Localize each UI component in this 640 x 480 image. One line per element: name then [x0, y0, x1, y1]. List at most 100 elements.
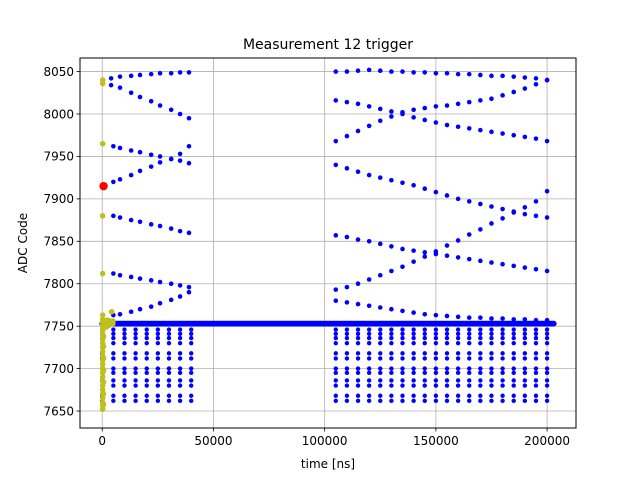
y-tick-label: 7700	[43, 362, 74, 376]
level-point	[522, 335, 528, 341]
scatter-point	[455, 314, 461, 320]
level-point	[111, 383, 116, 388]
scatter-point	[355, 169, 361, 175]
level-point	[122, 398, 127, 404]
level-point	[489, 356, 494, 361]
scatter-point	[117, 215, 123, 220]
level-point	[478, 327, 483, 332]
level-point	[177, 327, 183, 332]
level-point	[333, 351, 338, 356]
x-tick-label: 50000	[194, 434, 232, 448]
scatter-point	[355, 68, 361, 74]
y-tick-label: 8000	[43, 107, 74, 121]
scatter-point	[422, 117, 428, 123]
scatter-point	[422, 250, 428, 255]
scatter-point	[466, 126, 472, 131]
scatter-point	[489, 204, 494, 209]
level-point	[433, 335, 439, 341]
level-point	[489, 331, 494, 337]
scatter-point	[533, 317, 539, 323]
level-point	[166, 327, 172, 332]
scatter-point	[344, 69, 350, 74]
level-point	[544, 335, 550, 341]
level-point	[467, 366, 472, 371]
level-point	[333, 340, 338, 346]
level-point	[366, 356, 372, 361]
level-point	[177, 356, 183, 361]
level-point	[344, 370, 350, 376]
level-point	[111, 398, 116, 404]
level-point	[333, 370, 338, 376]
scatter-point	[99, 181, 108, 191]
level-point	[411, 340, 416, 346]
y-tick-label: 7800	[43, 277, 74, 291]
scatter-point	[511, 132, 517, 138]
level-point	[467, 378, 472, 383]
level-point	[444, 351, 450, 356]
level-point	[189, 335, 194, 341]
level-point	[333, 335, 338, 341]
scatter-point	[522, 211, 528, 217]
scatter-point	[344, 300, 350, 305]
level-point	[411, 335, 416, 341]
level-point	[422, 378, 427, 383]
level-point	[189, 393, 194, 398]
scatter-point	[478, 258, 483, 264]
level-point	[467, 340, 472, 346]
level-point	[155, 383, 161, 388]
scatter-point	[157, 154, 163, 159]
scatter-point	[355, 301, 361, 307]
level-point	[544, 370, 550, 376]
level-point	[166, 366, 172, 371]
scatter-point	[400, 264, 405, 270]
level-point	[166, 370, 172, 376]
level-point	[411, 378, 416, 383]
level-point	[155, 327, 161, 332]
chart-title: Measurement 12 trigger	[243, 37, 413, 53]
level-point	[111, 340, 116, 346]
level-point	[511, 378, 516, 383]
scatter-point	[111, 143, 116, 149]
level-point	[422, 335, 427, 341]
scatter-point	[148, 304, 154, 309]
level-point	[166, 398, 172, 404]
scatter-point	[511, 210, 517, 215]
level-point	[455, 340, 461, 346]
scatter-point	[489, 129, 494, 135]
level-point	[155, 335, 161, 341]
scatter-point	[444, 313, 450, 319]
level-point	[189, 351, 194, 356]
level-point	[455, 331, 461, 337]
level-point	[155, 393, 161, 398]
scatter-point	[99, 270, 106, 277]
level-point	[411, 393, 416, 398]
level-point	[478, 356, 483, 361]
level-point	[444, 366, 450, 371]
level-point	[444, 370, 450, 376]
scatter-point	[544, 138, 550, 144]
level-point	[344, 356, 350, 361]
level-point	[489, 398, 494, 404]
level-point	[144, 366, 149, 371]
scatter-point	[422, 186, 428, 191]
level-point	[400, 366, 405, 371]
level-point	[177, 331, 183, 337]
scatter-point	[186, 115, 192, 121]
level-point	[489, 351, 494, 356]
level-point	[144, 327, 149, 332]
level-point	[133, 383, 138, 388]
level-point	[389, 366, 394, 371]
level-point	[533, 327, 539, 332]
level-point	[355, 327, 361, 332]
scatter-point	[99, 213, 106, 219]
scatter-point	[389, 268, 394, 274]
level-point	[411, 327, 416, 332]
level-point	[344, 331, 350, 337]
scatter-point	[128, 172, 134, 178]
level-point	[400, 335, 405, 341]
level-point	[189, 383, 194, 388]
scatter-point	[377, 118, 383, 124]
scatter-point	[366, 172, 372, 178]
level-point	[366, 351, 372, 356]
level-point	[511, 356, 516, 361]
